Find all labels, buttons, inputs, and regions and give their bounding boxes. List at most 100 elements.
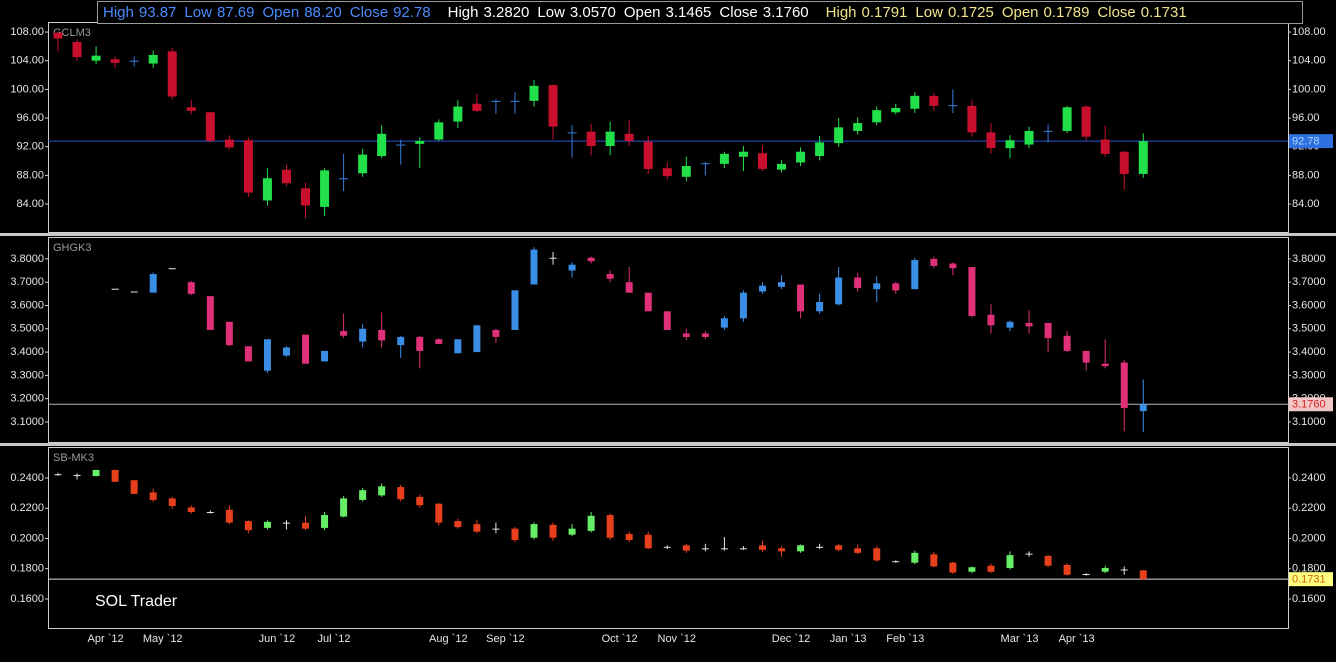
candle-body xyxy=(340,331,348,336)
candle-body xyxy=(511,290,519,330)
candle-body xyxy=(530,249,538,285)
candle-body xyxy=(492,528,500,530)
candle-body xyxy=(816,546,824,548)
panel-separator xyxy=(0,233,1336,236)
y-tick-label-right: 0.2000 xyxy=(1292,532,1326,544)
candle-body xyxy=(682,333,690,337)
candle-body xyxy=(473,524,481,532)
candle-body xyxy=(930,258,938,266)
last-price-box xyxy=(1289,572,1333,587)
header-item-label: Close xyxy=(349,4,389,21)
panel-separator xyxy=(0,443,1336,446)
candle-body xyxy=(1120,362,1128,408)
candle-body xyxy=(167,51,177,97)
y-tick-label-left: 3.5000 xyxy=(10,323,44,335)
candle-body xyxy=(605,131,615,146)
y-tick-label-right: 3.5000 xyxy=(1292,323,1326,335)
candle-body xyxy=(1043,130,1053,132)
candle-body xyxy=(797,545,805,552)
y-tick-label-right: 3.3000 xyxy=(1292,369,1326,381)
header-item-label: Close xyxy=(719,4,758,21)
candle-body xyxy=(567,132,577,134)
candle-body xyxy=(358,154,368,174)
candle-body xyxy=(1063,335,1071,351)
candle-body xyxy=(853,123,863,131)
candle-body xyxy=(281,169,291,184)
x-tick-label: Apr `13 xyxy=(1059,633,1095,645)
header-group: High 93.87 Low 87.69 Open 88.20 Close 92.78 xyxy=(103,4,439,21)
candle-body xyxy=(949,263,957,269)
y-tick-label-left: 3.1000 xyxy=(10,416,44,428)
x-tick-label: Nov `12 xyxy=(658,633,697,645)
candle-body xyxy=(549,257,557,259)
y-tick-label-right: 88.00 xyxy=(1292,169,1320,181)
y-tick-label-right: 0.2200 xyxy=(1292,502,1326,514)
candle-body xyxy=(453,106,463,122)
candle-body xyxy=(244,521,252,531)
candle-body xyxy=(302,334,310,364)
candle-body xyxy=(206,512,214,514)
x-tick-label: Dec `12 xyxy=(772,633,811,645)
candle-body xyxy=(911,260,919,290)
header-item: Low 0.1725 xyxy=(915,4,993,21)
candle-body xyxy=(186,107,196,111)
candle-body xyxy=(321,515,329,528)
candle-body xyxy=(224,139,234,148)
candle-body xyxy=(986,132,996,149)
candle-body xyxy=(529,85,539,101)
header-item-label: Close xyxy=(1097,4,1136,21)
y-tick-label-right: 3.4000 xyxy=(1292,346,1326,358)
candle-body xyxy=(435,339,443,344)
candle-body xyxy=(73,474,81,476)
y-tick-label-left: 96.00 xyxy=(16,112,44,124)
candle-body xyxy=(987,314,995,326)
candle-body xyxy=(739,548,747,550)
candle-body xyxy=(530,524,538,538)
y-tick-label-left: 0.1600 xyxy=(10,593,44,605)
candle-body xyxy=(587,257,595,262)
y-tick-label-right: 0.1600 xyxy=(1292,593,1326,605)
candle-body xyxy=(1082,574,1090,576)
candle-body xyxy=(1139,404,1147,412)
candle-body xyxy=(302,522,310,529)
y-tick-label-left: 100.00 xyxy=(10,83,44,95)
header-item-label: Open xyxy=(1001,4,1039,21)
header-item-label: Open xyxy=(262,4,300,21)
header-item-value: 0.1725 xyxy=(947,4,994,21)
header-item-value: 92.78 xyxy=(393,4,431,21)
candle-body xyxy=(92,469,100,477)
candle-body xyxy=(1139,570,1147,580)
y-tick-label-right: 0.1800 xyxy=(1292,563,1326,575)
y-tick-label-right: 96.00 xyxy=(1292,112,1320,124)
candle-body xyxy=(110,59,120,63)
candle-body xyxy=(606,515,614,538)
plot-frame xyxy=(48,22,1289,233)
candle-body xyxy=(644,534,652,549)
candle-body xyxy=(681,166,691,177)
candle-body xyxy=(111,288,119,290)
candle-body xyxy=(644,292,652,312)
panel-name: SB-MK3 xyxy=(53,452,94,464)
candle-body xyxy=(1100,139,1110,154)
y-tick-label-left: 108.00 xyxy=(10,26,44,38)
candle-body xyxy=(340,498,348,517)
y-tick-label-right: 100.00 xyxy=(1292,83,1326,95)
header-item-value: 0.1731 xyxy=(1140,4,1187,21)
candle-body xyxy=(872,110,882,123)
candle-body xyxy=(1101,363,1109,367)
x-tick-label: Oct `12 xyxy=(602,633,638,645)
y-tick-label-left: 3.3000 xyxy=(10,369,44,381)
y-tick-label-left: 3.8000 xyxy=(10,253,44,265)
candle-body xyxy=(930,554,938,567)
candle-body xyxy=(586,131,596,146)
candle-body xyxy=(168,498,176,506)
candle-body xyxy=(643,141,653,169)
header-item: High 93.87 xyxy=(103,4,176,21)
candle-body xyxy=(949,562,957,573)
candle-body xyxy=(700,163,710,165)
candle-body xyxy=(1120,569,1128,571)
candle-body xyxy=(72,42,82,58)
candle-body xyxy=(911,552,919,563)
candle-body xyxy=(968,267,976,316)
candle-body xyxy=(663,546,671,548)
